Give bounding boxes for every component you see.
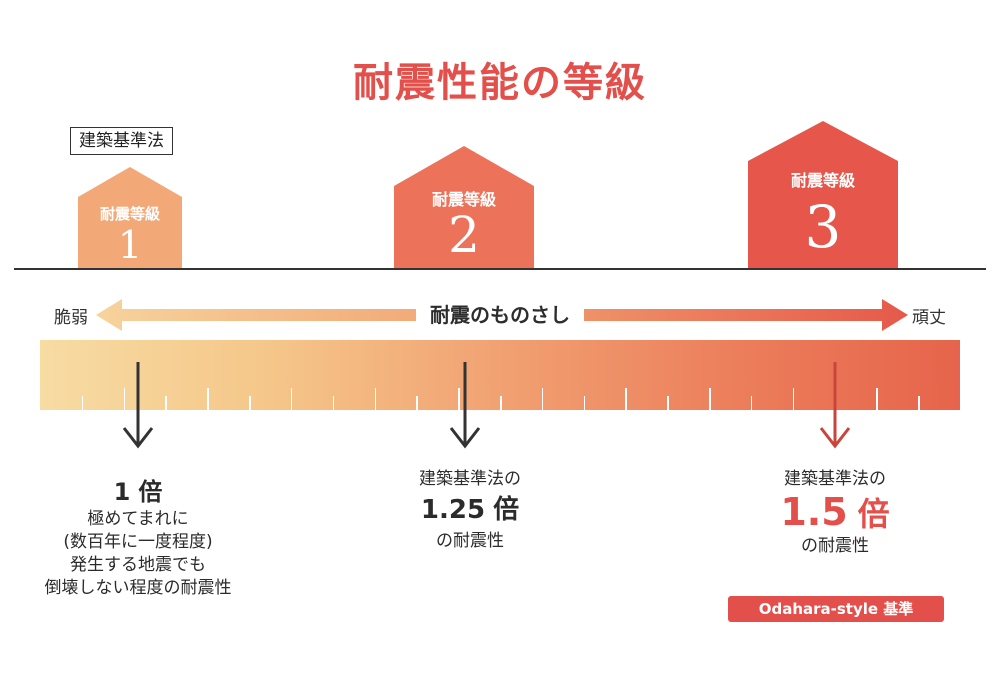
ruler-tick bbox=[290, 388, 293, 410]
house-shape bbox=[748, 121, 898, 268]
ruler-tick bbox=[500, 396, 502, 410]
ruler-tick bbox=[709, 388, 711, 410]
level-3-pre: 建築基準法の bbox=[784, 469, 886, 489]
down-arrow-3 bbox=[819, 362, 851, 449]
ruler-tick bbox=[416, 396, 418, 410]
level-2-post: の耐震性 bbox=[436, 531, 504, 552]
house-label: 耐震等級 bbox=[431, 190, 496, 209]
ruler-tick bbox=[81, 396, 84, 410]
sturdy-label: 頑丈 bbox=[912, 308, 946, 328]
ruler-tick bbox=[458, 388, 460, 410]
ruler-tick bbox=[207, 388, 209, 410]
level-1-line: (数百年に一度程度) bbox=[63, 532, 213, 553]
ruler-tick bbox=[541, 388, 544, 410]
level-3-multiplier: 1.5 倍 bbox=[780, 489, 890, 534]
house-grade-3: 耐震等級 3 bbox=[748, 121, 898, 268]
level-2-pre: 建築基準法の bbox=[419, 469, 521, 489]
odahara-style-badge: Odahara-style 基準 bbox=[728, 596, 944, 622]
ruler-tick bbox=[918, 396, 920, 410]
ruler-tick bbox=[123, 388, 126, 410]
level-3-description: 建築基準法の 1.5 倍 の耐震性 bbox=[750, 468, 920, 558]
house-grade-1: 耐震等級 1 bbox=[78, 167, 182, 268]
building-standard-law-label: 建築基準法 bbox=[70, 127, 173, 155]
house-grade-2: 耐震等級 2 bbox=[394, 146, 534, 268]
house-label: 耐震等級 bbox=[790, 171, 855, 190]
house-shape bbox=[394, 146, 534, 268]
level-1-line: 極めてまれに bbox=[87, 509, 189, 530]
scale-caption: 耐震のものさし bbox=[416, 303, 584, 327]
house-number: 1 bbox=[117, 223, 143, 267]
level-2-description: 建築基準法の 1.25 倍 の耐震性 bbox=[385, 468, 555, 553]
ruler-bar bbox=[40, 340, 960, 410]
ruler-tick bbox=[876, 388, 878, 410]
level-3-post: の耐震性 bbox=[801, 535, 869, 556]
ruler-tick bbox=[750, 396, 753, 410]
house-number: 3 bbox=[804, 193, 842, 261]
house-shape bbox=[78, 167, 182, 268]
ruler-tick bbox=[249, 396, 251, 410]
ruler-tick bbox=[374, 388, 377, 410]
down-arrow-2 bbox=[449, 362, 481, 449]
ruler-tick bbox=[332, 396, 335, 410]
ruler-tick bbox=[583, 396, 586, 410]
ruler-tick bbox=[165, 396, 167, 410]
ruler-tick bbox=[667, 396, 669, 410]
level-1-line: 発生する地震でも bbox=[70, 555, 206, 576]
diagram-title: 耐震性能の等級 bbox=[353, 60, 647, 106]
ruler-tick bbox=[625, 388, 627, 410]
ruler-tick bbox=[792, 388, 795, 410]
ground-line bbox=[14, 268, 986, 270]
house-number: 2 bbox=[448, 206, 480, 264]
level-2-multiplier: 1.25 倍 bbox=[420, 494, 520, 525]
fragile-label: 脆弱 bbox=[54, 308, 88, 328]
down-arrow-1 bbox=[122, 362, 154, 449]
house-label: 耐震等級 bbox=[99, 205, 160, 223]
level-1-line: 倒壊しない程度の耐震性 bbox=[44, 578, 232, 599]
